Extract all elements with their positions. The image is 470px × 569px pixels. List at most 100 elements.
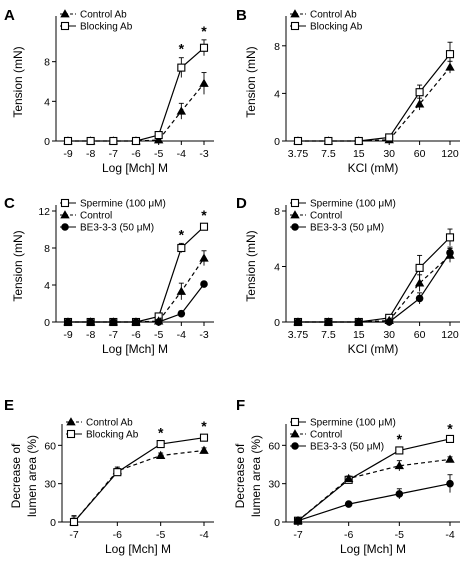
- series-circle: [294, 246, 454, 326]
- significance-star: *: [201, 23, 207, 39]
- x-tick-label: -7: [109, 329, 118, 341]
- chart-panel-c: C 0 4 8 12 -9 -8 -7 -6 -5 -4 -3 Log [Mch] M Tension (…: [4, 195, 214, 356]
- data-point: [294, 516, 302, 525]
- x-tick-label: 3.75: [288, 329, 309, 341]
- data-point: [200, 280, 208, 288]
- y-tick-label: 12: [38, 206, 50, 218]
- y-axis-label: Tension (mN): [11, 230, 25, 301]
- x-tick-label: -5: [395, 529, 404, 541]
- data-point: [156, 440, 165, 449]
- series-square: [63, 39, 209, 146]
- x-tick-label: -7: [109, 148, 118, 160]
- x-axis-label: Log [Mch] M: [105, 542, 171, 556]
- legend-marker: [61, 223, 69, 231]
- data-point: [354, 318, 363, 326]
- data-point: [415, 294, 424, 303]
- x-tick-label: -3: [199, 148, 208, 160]
- data-point: [446, 479, 454, 488]
- data-point: [155, 450, 166, 459]
- data-point: [154, 318, 163, 326]
- y-axis-label-line: lumen area (%): [249, 435, 263, 517]
- series-triangle: [63, 72, 209, 145]
- data-point: [177, 243, 186, 253]
- legend-marker: [66, 429, 76, 439]
- legend-marker: [290, 21, 300, 31]
- data-point: [294, 318, 302, 326]
- chart-panel-e: E 0 30 60 -7 -6 -5 -4 Log [Mch] M Decrease of lume…: [4, 397, 214, 556]
- series-line: [297, 483, 451, 522]
- legend-marker: [60, 210, 70, 219]
- x-tick-label: -4: [445, 529, 454, 541]
- data-point: [63, 136, 73, 146]
- legend-entry: Control: [80, 211, 112, 222]
- x-tick-label: 30: [383, 329, 395, 341]
- data-point: [385, 133, 394, 142]
- y-tick-label: 8: [274, 206, 280, 218]
- data-point: [131, 136, 141, 146]
- data-point: [176, 286, 187, 295]
- x-tick-label: -6: [113, 529, 122, 541]
- series-line: [68, 47, 205, 142]
- x-tick-label: -7: [293, 529, 302, 541]
- legend-entry: BE3-3-3 (50 μM): [310, 442, 384, 453]
- y-tick-label: 4: [274, 88, 280, 100]
- series-line: [73, 449, 205, 523]
- data-point: [113, 468, 122, 477]
- series-square: [63, 222, 209, 327]
- legend-marker: [290, 9, 300, 18]
- y-tick-label: 8: [44, 243, 50, 255]
- legend-entry: Blocking Ab: [86, 430, 139, 441]
- data-point: [324, 136, 333, 146]
- data-point: [414, 278, 425, 287]
- series-line: [298, 254, 451, 323]
- x-tick-label: -7: [69, 529, 78, 541]
- data-point: [395, 490, 404, 498]
- x-tick-label: -5: [154, 148, 163, 160]
- series-triangle: [293, 248, 455, 326]
- y-tick-label: 0: [274, 136, 280, 148]
- legend-marker: [290, 429, 300, 438]
- series-square: [293, 228, 455, 327]
- y-tick-label: 4: [44, 96, 50, 108]
- data-point: [293, 136, 303, 146]
- x-tick-label: -6: [131, 148, 140, 160]
- legend-entry: BE3-3-3 (50 μM): [310, 223, 384, 234]
- x-tick-label: 15: [353, 329, 365, 341]
- data-point: [199, 433, 209, 442]
- x-tick-label: 3.75: [288, 148, 309, 160]
- significance-star: *: [447, 421, 453, 437]
- data-point: [445, 62, 455, 71]
- data-point: [109, 318, 118, 326]
- x-tick-label: -5: [154, 329, 163, 341]
- panel-letter: C: [4, 195, 15, 212]
- data-point: [86, 318, 95, 326]
- panel-letter: E: [4, 397, 14, 414]
- legend-entry: Control Ab: [310, 10, 357, 21]
- data-point: [445, 454, 455, 463]
- y-tick-label: 0: [274, 517, 280, 529]
- series-line: [298, 236, 451, 323]
- series-square: [293, 41, 455, 146]
- y-axis-label: Tension (mN): [11, 46, 25, 117]
- data-point: [394, 460, 405, 470]
- data-point: [344, 500, 353, 508]
- chart-panel-a: A 0 4 8 -9 -8 -7 -6 -5 -4 -3 Log [Mch] M Tension (mN…: [4, 7, 214, 175]
- x-tick-label: 30: [383, 148, 395, 160]
- legend-entry: Control: [310, 211, 342, 222]
- x-tick-label: -3: [199, 329, 208, 341]
- y-axis-label-line: Decrease of: [9, 443, 23, 508]
- data-point: [199, 445, 209, 454]
- data-point: [132, 318, 140, 326]
- x-tick-label: -4: [177, 148, 186, 160]
- y-axis-label-line: Decrease of: [233, 443, 247, 508]
- legend-marker: [60, 21, 70, 31]
- panel-letter: B: [236, 7, 247, 24]
- data-point: [69, 517, 79, 527]
- legend-entry: Blocking Ab: [80, 22, 133, 33]
- legend-entry: Spermine (100 μM): [310, 418, 396, 429]
- legend-marker: [291, 223, 299, 231]
- panel-letter: D: [236, 195, 247, 212]
- x-axis-label: Log [Mch] M: [102, 161, 168, 175]
- y-tick-label: 60: [44, 440, 56, 452]
